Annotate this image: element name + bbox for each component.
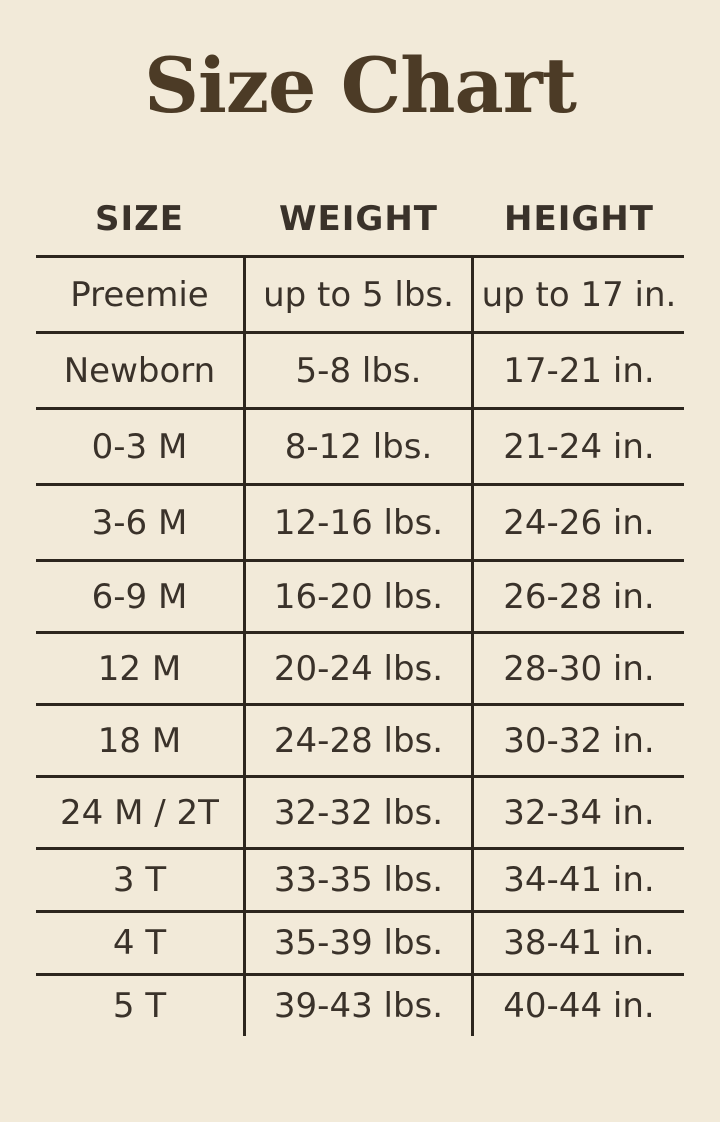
column-header-weight: WEIGHT bbox=[279, 199, 438, 240]
size-cell: Preemie bbox=[70, 274, 209, 315]
size-cell: 6-9 M bbox=[91, 576, 188, 617]
table-row: Newborn 5-8 lbs. 17-21 in. bbox=[36, 331, 684, 408]
height-cell: 40-44 in. bbox=[503, 986, 655, 1027]
table-row: 6-9 M 16-20 lbs. 26-28 in. bbox=[36, 559, 684, 632]
weight-cell: 12-16 lbs. bbox=[243, 486, 474, 560]
size-cell: 12 M bbox=[97, 648, 182, 689]
size-cell: 3-6 M bbox=[91, 502, 188, 543]
table-row: 5 T 39-43 lbs. 40-44 in. bbox=[36, 973, 684, 1037]
table-row: Preemie up to 5 lbs. up to 17 in. bbox=[36, 255, 684, 332]
table-body: Preemie up to 5 lbs. up to 17 in. Newbor… bbox=[36, 255, 684, 1037]
size-cell: 4 T bbox=[112, 923, 167, 964]
table-row: 18 M 24-28 lbs. 30-32 in. bbox=[36, 703, 684, 776]
size-cell: 3 T bbox=[112, 860, 167, 901]
table-row: 24 M / 2T 32-32 lbs. 32-34 in. bbox=[36, 775, 684, 848]
height-cell: 32-34 in. bbox=[503, 792, 655, 833]
table-row: 0-3 M 8-12 lbs. 21-24 in. bbox=[36, 407, 684, 484]
height-cell: up to 17 in. bbox=[481, 274, 677, 315]
height-cell: 30-32 in. bbox=[503, 720, 655, 761]
weight-cell: 24-28 lbs. bbox=[243, 706, 474, 776]
table-row: 12 M 20-24 lbs. 28-30 in. bbox=[36, 631, 684, 704]
height-cell: 21-24 in. bbox=[503, 426, 655, 467]
height-cell: 28-30 in. bbox=[503, 648, 655, 689]
table-row: 3 T 33-35 lbs. 34-41 in. bbox=[36, 847, 684, 911]
height-cell: 26-28 in. bbox=[503, 576, 655, 617]
size-cell: 5 T bbox=[112, 986, 167, 1027]
height-cell: 34-41 in. bbox=[503, 860, 655, 901]
size-cell: 24 M / 2T bbox=[60, 792, 219, 833]
height-cell: 38-41 in. bbox=[503, 923, 655, 964]
weight-cell: 5-8 lbs. bbox=[243, 334, 474, 408]
size-cell: 18 M bbox=[97, 720, 182, 761]
height-cell: 17-21 in. bbox=[503, 350, 655, 391]
table-row: 4 T 35-39 lbs. 38-41 in. bbox=[36, 910, 684, 974]
page-title: Size Chart bbox=[144, 41, 577, 130]
weight-cell: 39-43 lbs. bbox=[243, 976, 474, 1037]
weight-cell: 20-24 lbs. bbox=[243, 634, 474, 704]
size-cell: 0-3 M bbox=[91, 426, 188, 467]
weight-cell: 16-20 lbs. bbox=[243, 562, 474, 632]
weight-cell: 35-39 lbs. bbox=[243, 913, 474, 974]
height-cell: 24-26 in. bbox=[503, 502, 655, 543]
size-chart-page: Size Chart SIZE WEIGHT HEIGHT Preemie up… bbox=[0, 42, 720, 1122]
weight-cell: 33-35 lbs. bbox=[243, 850, 474, 911]
column-header-height: HEIGHT bbox=[504, 199, 654, 240]
weight-cell: up to 5 lbs. bbox=[243, 258, 474, 332]
table-header-row: SIZE WEIGHT HEIGHT bbox=[36, 197, 684, 255]
size-chart-table: SIZE WEIGHT HEIGHT Preemie up to 5 lbs. … bbox=[36, 197, 684, 1037]
weight-cell: 32-32 lbs. bbox=[243, 778, 474, 848]
table-row: 3-6 M 12-16 lbs. 24-26 in. bbox=[36, 483, 684, 560]
weight-cell: 8-12 lbs. bbox=[243, 410, 474, 484]
size-cell: Newborn bbox=[63, 350, 216, 391]
column-header-size: SIZE bbox=[94, 199, 185, 240]
